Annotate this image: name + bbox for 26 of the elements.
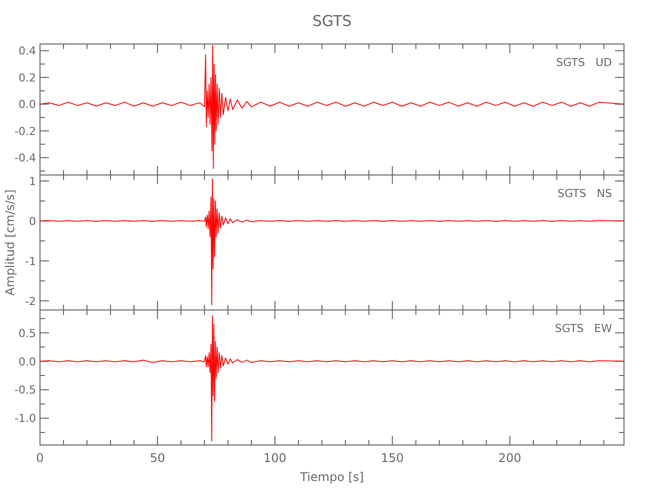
x-tick-label: 200 xyxy=(498,451,522,465)
annotation: SGTS NS xyxy=(557,187,612,200)
y-tick-label: 1 xyxy=(29,174,36,188)
y-tick-label: 0.0 xyxy=(18,355,36,368)
line-series xyxy=(40,178,624,306)
y-tick-label: 0.4 xyxy=(18,44,36,58)
annotation: SGTS EW xyxy=(554,322,612,335)
y-tick-label: 0.2 xyxy=(18,71,36,84)
y-tick-label: -0.5 xyxy=(14,384,36,397)
x-tick-label: 100 xyxy=(263,451,286,465)
x-axis-title: Tiempo [s] xyxy=(299,470,364,484)
y-tick-label: 0 xyxy=(29,214,36,228)
y-tick-label: 0.0 xyxy=(18,98,36,112)
line-series xyxy=(40,315,624,442)
x-tick-label: 50 xyxy=(150,451,166,465)
y-tick-label: -2 xyxy=(25,294,36,308)
annotation: SGTS UD xyxy=(556,56,612,69)
y-tick-label: -1.0 xyxy=(14,412,36,426)
y-tick-label: 0.5 xyxy=(18,326,36,340)
y-tick-label: -0.2 xyxy=(14,124,36,138)
x-tick-label: 150 xyxy=(380,451,404,465)
line-series xyxy=(40,44,624,169)
y-tick-label: -1 xyxy=(25,254,36,268)
y-axis-title: Amplitud [cm/s/s] xyxy=(3,189,17,296)
y-tick-label: -0.4 xyxy=(14,152,36,165)
chart-title: SGTS xyxy=(312,12,352,30)
